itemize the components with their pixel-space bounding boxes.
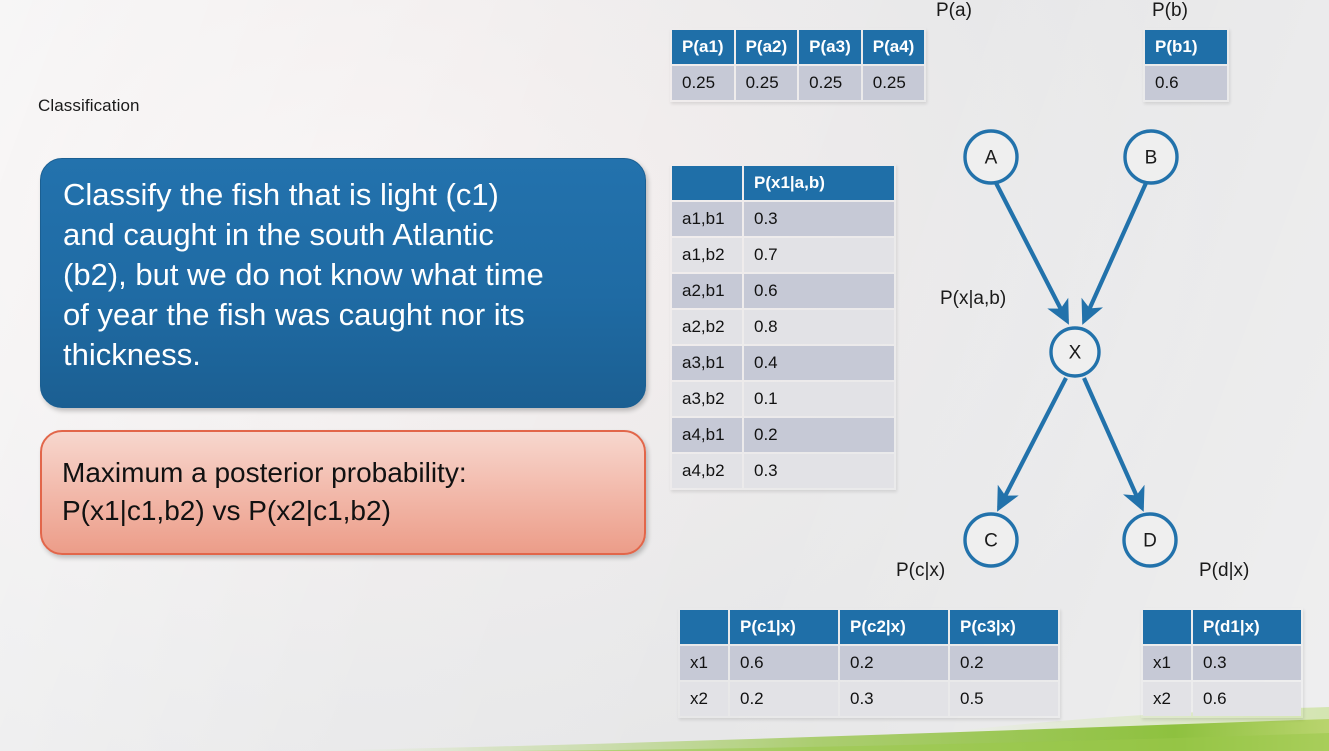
table-header-row: P(a1) P(a2) P(a3) P(a4) <box>672 30 925 64</box>
cell: x2 <box>1143 682 1191 716</box>
table-p-b: P(b1) 0.6 <box>1143 28 1229 102</box>
edge-b-to-x <box>1081 182 1148 325</box>
cell: 0.2 <box>730 682 838 716</box>
cell: a4,b1 <box>672 418 742 452</box>
network-node-a-label: A <box>985 148 998 169</box>
cell: 0.6 <box>744 274 894 308</box>
edge-x-to-c <box>997 377 1068 512</box>
cell: 0.6 <box>1193 682 1301 716</box>
cell: a3,b1 <box>672 346 742 380</box>
cell: 0.4 <box>744 346 894 380</box>
cell: 0.25 <box>862 66 925 100</box>
page-title: Classification <box>38 96 140 115</box>
network-node-b: B <box>1123 129 1179 185</box>
cell: 0.2 <box>744 418 894 452</box>
network-node-c-label: C <box>984 531 998 552</box>
col-header: P(a2) <box>735 30 798 64</box>
label-p-b: P(b) <box>1152 0 1188 21</box>
network-node-d-label: D <box>1143 531 1157 552</box>
table-row: a4,b1 0.2 <box>672 418 894 452</box>
table-row: x2 0.6 <box>1143 682 1301 716</box>
table-row: a1,b1 0.3 <box>672 202 894 236</box>
col-header: P(c3|x) <box>950 610 1058 644</box>
callout-pink-map-statement: Maximum a posterior probability: P(x1|c1… <box>40 430 646 555</box>
cell: 0.8 <box>744 310 894 344</box>
col-header: P(a1) <box>672 30 734 64</box>
network-edges <box>994 182 1148 512</box>
cell: a3,b2 <box>672 382 742 416</box>
cell: 0.3 <box>744 454 894 488</box>
table-row: x1 0.6 0.2 0.2 <box>680 646 1058 680</box>
network-node-a: A <box>963 129 1019 185</box>
col-header-blank <box>680 610 728 644</box>
col-header: P(c1|x) <box>730 610 838 644</box>
network-node-d: D <box>1122 512 1178 568</box>
col-header: P(x1|a,b) <box>744 166 894 200</box>
label-p-d-given-x: P(d|x) <box>1199 560 1250 581</box>
table-row: 0.25 0.25 0.25 0.25 <box>672 66 925 100</box>
table-header-row: P(x1|a,b) <box>672 166 894 200</box>
cell: x2 <box>680 682 728 716</box>
cell: 0.25 <box>735 66 798 100</box>
bayesian-network-diagram: A B X C D <box>900 110 1230 580</box>
edge-a-to-x <box>994 182 1069 325</box>
table-header-row: P(b1) <box>1145 30 1227 64</box>
cell: 0.6 <box>1145 66 1227 100</box>
table-row: a4,b2 0.3 <box>672 454 894 488</box>
cell: 0.3 <box>840 682 948 716</box>
table-row: a3,b2 0.1 <box>672 382 894 416</box>
table-row: x2 0.2 0.3 0.5 <box>680 682 1058 716</box>
cell: 0.1 <box>744 382 894 416</box>
table-p-x-given-a-b: P(x1|a,b) a1,b1 0.3 a1,b2 0.7 a2,b1 0.6 … <box>670 164 896 490</box>
cell: 0.2 <box>950 646 1058 680</box>
cell: 0.25 <box>799 66 861 100</box>
table-p-d-given-x: P(d1|x) x1 0.3 x2 0.6 <box>1141 608 1303 718</box>
table-header-row: P(c1|x) P(c2|x) P(c3|x) <box>680 610 1058 644</box>
col-header: P(a4) <box>862 30 925 64</box>
cell: a4,b2 <box>672 454 742 488</box>
cell: a1,b2 <box>672 238 742 272</box>
callout-pink-text: Maximum a posterior probability: P(x1|c1… <box>62 457 467 526</box>
cell: 0.3 <box>1193 646 1301 680</box>
network-node-x-label: X <box>1069 343 1082 364</box>
col-header: P(d1|x) <box>1193 610 1301 644</box>
table-p-a: P(a1) P(a2) P(a3) P(a4) 0.25 0.25 0.25 0… <box>670 28 926 102</box>
cell: a2,b1 <box>672 274 742 308</box>
col-header: P(a3) <box>799 30 861 64</box>
table-row: a2,b1 0.6 <box>672 274 894 308</box>
network-node-x: X <box>1049 326 1101 378</box>
cell: 0.2 <box>840 646 948 680</box>
cell: 0.3 <box>744 202 894 236</box>
table-row: x1 0.3 <box>1143 646 1301 680</box>
callout-blue-problem-statement: Classify the fish that is light (c1) and… <box>40 158 646 408</box>
cell: x1 <box>680 646 728 680</box>
cell: a1,b1 <box>672 202 742 236</box>
table-header-row: P(d1|x) <box>1143 610 1301 644</box>
col-header: P(c2|x) <box>840 610 948 644</box>
col-header: P(b1) <box>1145 30 1227 64</box>
cell: 0.6 <box>730 646 838 680</box>
col-header-blank <box>672 166 742 200</box>
cell: 0.5 <box>950 682 1058 716</box>
edge-x-to-d <box>1082 377 1145 512</box>
table-p-c-given-x: P(c1|x) P(c2|x) P(c3|x) x1 0.6 0.2 0.2 x… <box>678 608 1060 718</box>
cell: a2,b2 <box>672 310 742 344</box>
table-row: a2,b2 0.8 <box>672 310 894 344</box>
cell: 0.25 <box>672 66 734 100</box>
label-p-a: P(a) <box>936 0 972 21</box>
col-header-blank <box>1143 610 1191 644</box>
label-p-x-given-a-b: P(x|a,b) <box>940 288 1007 309</box>
network-node-c: C <box>963 512 1019 568</box>
table-row: 0.6 <box>1145 66 1227 100</box>
network-node-b-label: B <box>1145 148 1158 169</box>
callout-blue-text: Classify the fish that is light (c1) and… <box>63 177 544 372</box>
cell: 0.7 <box>744 238 894 272</box>
cell: x1 <box>1143 646 1191 680</box>
table-row: a1,b2 0.7 <box>672 238 894 272</box>
table-row: a3,b1 0.4 <box>672 346 894 380</box>
label-p-c-given-x: P(c|x) <box>896 560 946 581</box>
